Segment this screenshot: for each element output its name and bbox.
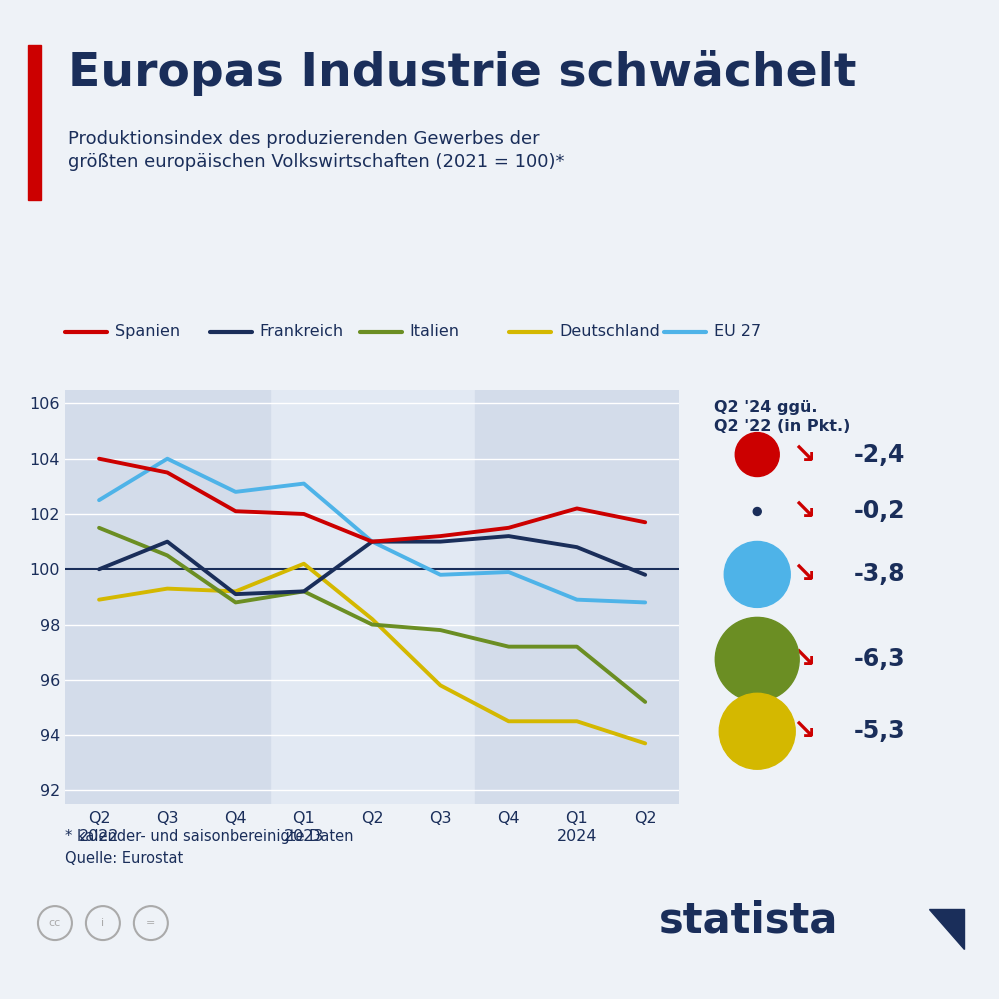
Text: Deutschland: Deutschland: [559, 324, 660, 340]
Text: ↘: ↘: [792, 717, 816, 745]
Bar: [475, 390, 679, 804]
Text: -6,3: -6,3: [854, 647, 906, 671]
Text: ↘: ↘: [792, 498, 816, 525]
Text: Frankreich: Frankreich: [260, 324, 344, 340]
Text: =: =: [146, 918, 156, 928]
Text: Spanien: Spanien: [115, 324, 180, 340]
Text: Quelle: Eurostat: Quelle: Eurostat: [65, 851, 183, 866]
Text: ↘: ↘: [792, 645, 816, 673]
Text: Europas Industrie schwächelt: Europas Industrie schwächelt: [68, 50, 856, 96]
Text: -2,4: -2,4: [854, 443, 905, 467]
Text: ↘: ↘: [792, 441, 816, 469]
Text: -0,2: -0,2: [854, 500, 906, 523]
Text: i: i: [101, 918, 105, 928]
Text: * kalender- und saisonbereinigte Daten: * kalender- und saisonbereinigte Daten: [65, 829, 354, 844]
Bar: [65, 390, 270, 804]
Text: cc: cc: [49, 918, 61, 928]
Text: Q2 '24 ggü.
Q2 '22 (in Pkt.): Q2 '24 ggü. Q2 '22 (in Pkt.): [714, 400, 851, 435]
Text: EU 27: EU 27: [714, 324, 761, 340]
Text: statista: statista: [659, 899, 839, 941]
Text: -5,3: -5,3: [854, 719, 906, 743]
Text: Italien: Italien: [410, 324, 460, 340]
Text: Produktionsindex des produzierenden Gewerbes der
größten europäischen Volkswirts: Produktionsindex des produzierenden Gewe…: [68, 130, 564, 172]
Text: -3,8: -3,8: [854, 562, 906, 586]
Text: ↘: ↘: [792, 560, 816, 588]
